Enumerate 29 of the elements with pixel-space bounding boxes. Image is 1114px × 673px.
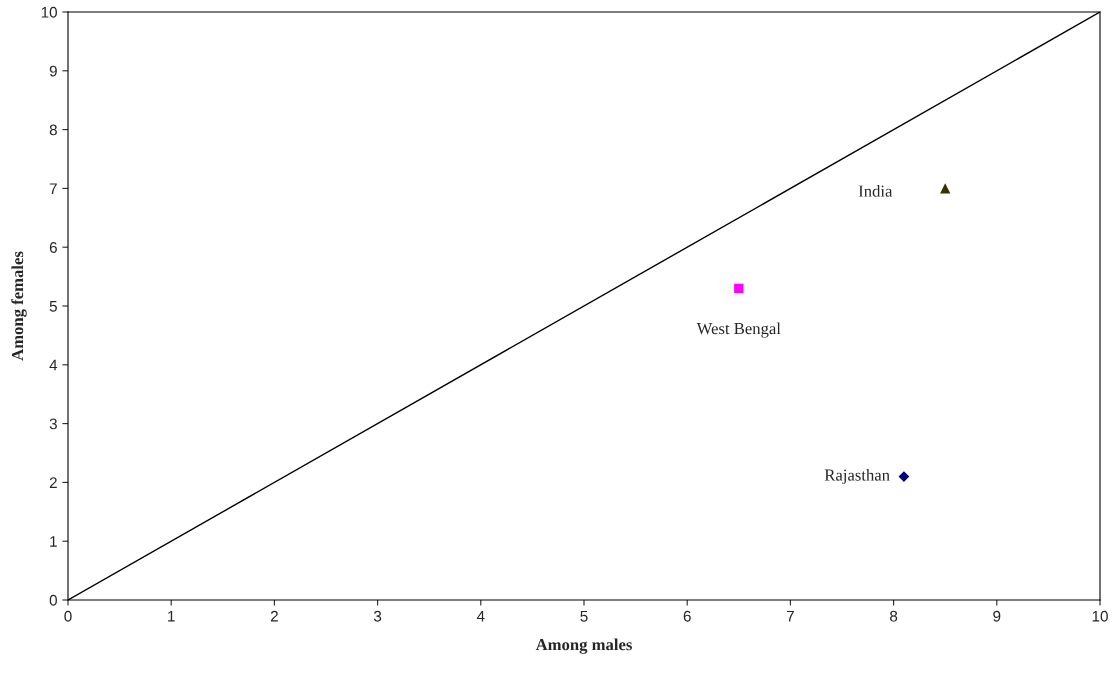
x-axis-title: Among males: [535, 638, 632, 654]
y-tick-label: 1: [50, 536, 57, 547]
y-tick-label: 2: [49, 477, 57, 488]
y-tick-label: 8: [49, 124, 57, 136]
text: India: [858, 185, 893, 197]
x-tick-label: 5: [580, 610, 588, 622]
y-tick-label: 0: [49, 594, 57, 606]
x-tick-label: 9: [993, 610, 1001, 622]
x-tick-label: 10: [1092, 610, 1108, 622]
x-tick-label: 7: [786, 610, 794, 622]
x-tick-label: 6: [683, 610, 691, 622]
point: [940, 183, 951, 194]
y-tick-label: 5: [49, 301, 57, 312]
y-axis-title: Among females: [11, 251, 27, 361]
y-tick-label: 3: [49, 418, 57, 430]
y-tick-label: 4: [49, 359, 58, 371]
x-tick-label: 4: [476, 610, 485, 622]
y-tick-label: 7: [49, 183, 57, 194]
x-tick-label: 0: [64, 610, 72, 622]
text: West Bengal: [696, 322, 781, 338]
x-tick-label: 8: [890, 610, 898, 622]
series-label: Rajasthan: [824, 468, 890, 485]
x-tick-label: 3: [373, 610, 382, 622]
point: [734, 283, 744, 294]
y-tick-label: 9: [49, 65, 57, 77]
x-tick-label: 1: [168, 610, 175, 622]
y-tick-label: 10: [41, 6, 57, 18]
x-tick-label: 2: [270, 610, 278, 622]
y-tick-label: 6: [49, 242, 57, 253]
